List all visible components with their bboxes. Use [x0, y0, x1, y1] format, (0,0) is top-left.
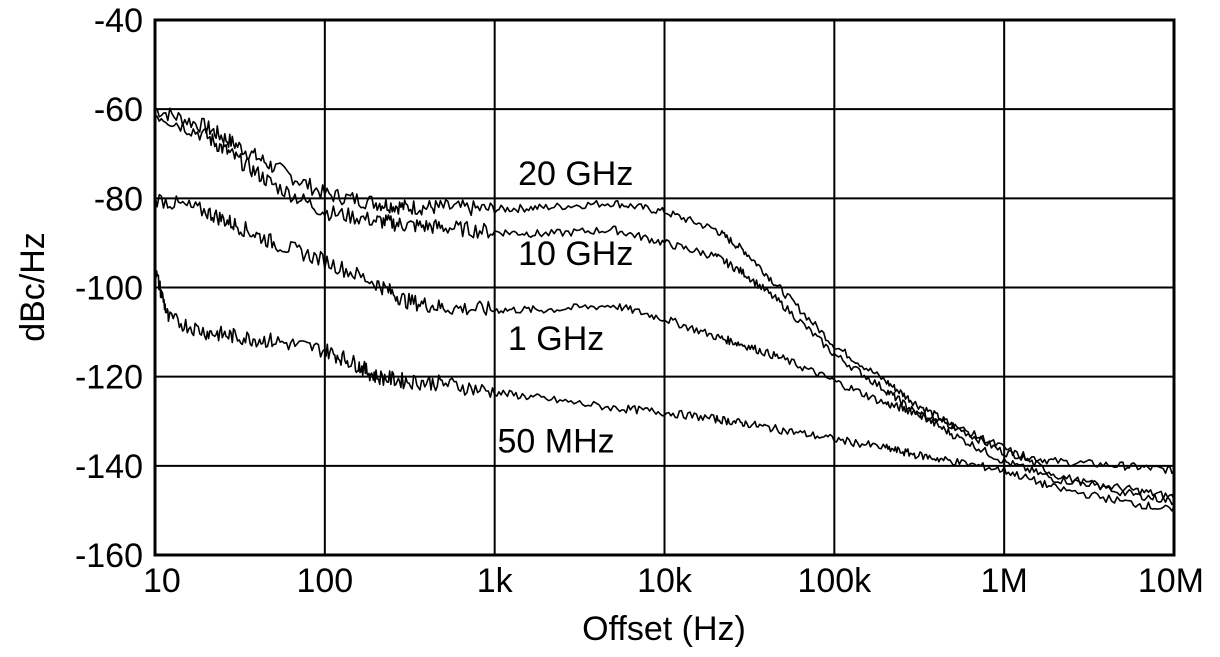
y-tick-label: -100 — [75, 270, 143, 308]
x-tick-label: 1M — [981, 562, 1028, 600]
series-labels: 20 GHz 10 GHz 1 GHz 50 MHz — [498, 155, 634, 461]
x-tick-label: 100 — [296, 562, 353, 600]
series-group — [154, 107, 1175, 512]
x-tick-label: 1k — [477, 562, 514, 600]
series-line-2 — [154, 193, 1175, 506]
x-tick-label: 10 — [143, 562, 181, 600]
x-axis-title: Offset (Hz) — [582, 610, 746, 648]
grid — [154, 19, 1175, 556]
y-tick-label: -140 — [75, 448, 143, 486]
series-line-1 — [154, 114, 1175, 501]
y-tick-label: -80 — [94, 180, 143, 218]
y-axis-title: dBc/Hz — [14, 232, 52, 342]
series-line-3 — [154, 270, 1175, 512]
x-axis-ticks: 10 100 1k 10k 100k 1M 10M — [143, 562, 1204, 600]
x-tick-label: 10k — [637, 562, 693, 600]
series-label: 50 MHz — [498, 422, 615, 460]
y-tick-label: -40 — [94, 2, 143, 40]
plot-area-frame — [153, 18, 1176, 557]
series-label: 1 GHz — [508, 320, 604, 358]
x-tick-label: 100k — [797, 562, 872, 600]
y-tick-label: -160 — [75, 537, 143, 575]
y-axis-ticks: -40 -60 -80 -100 -120 -140 -160 — [75, 2, 143, 575]
series-label: 10 GHz — [518, 235, 633, 273]
y-tick-label: -60 — [94, 91, 143, 129]
series-label: 20 GHz — [518, 155, 633, 193]
y-tick-label: -120 — [75, 359, 143, 397]
x-tick-label: 10M — [1138, 562, 1204, 600]
